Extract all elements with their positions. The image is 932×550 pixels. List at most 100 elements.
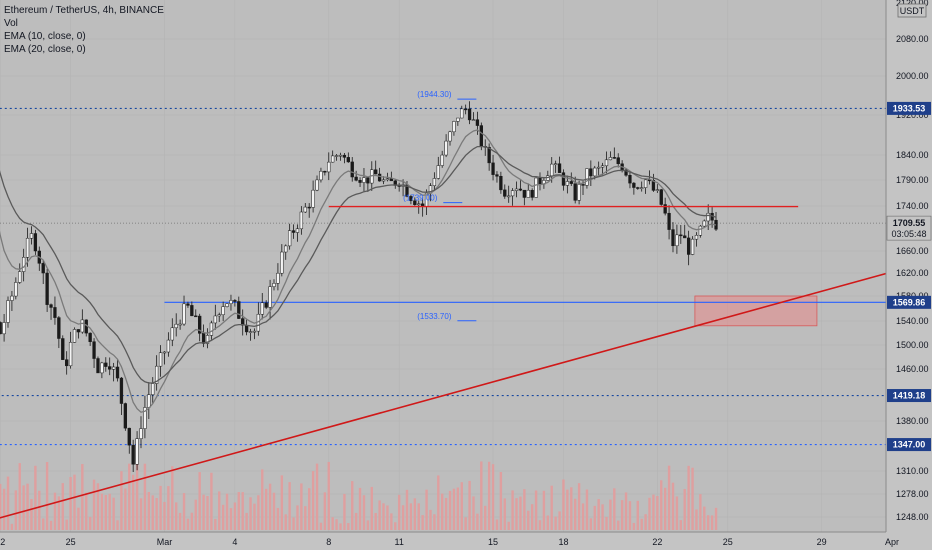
x-tick-label: 11 [394, 537, 403, 547]
volume-bar [538, 520, 542, 530]
volume-bar [617, 520, 620, 530]
volume-bar [683, 488, 686, 530]
ema-lines [0, 129, 717, 413]
legend: Ethereum / TetherUS, 4h, BINANCE Vol EMA… [4, 5, 164, 55]
volume-bar [714, 507, 718, 530]
candle-body [49, 304, 53, 308]
y-tick-label: 1380.00 [896, 416, 929, 426]
volume-bar [413, 498, 417, 530]
candle-body [14, 282, 18, 297]
candle-body [123, 403, 128, 429]
volume-bar [570, 487, 573, 530]
volume-bar [394, 522, 397, 530]
candle-body [53, 307, 57, 318]
y-tick-label: 1248.00 [896, 512, 929, 522]
countdown-label: 03:05:48 [891, 229, 926, 239]
volume-bar [272, 492, 276, 530]
y-tick-label: 1920.00 [896, 110, 929, 120]
candle-body [119, 377, 124, 404]
candle-body [628, 175, 632, 184]
candle-body [518, 188, 523, 191]
volume-bar [519, 496, 522, 530]
volume-bar [710, 515, 714, 530]
candle-body [354, 176, 358, 181]
candle-body [229, 300, 233, 304]
volume-bar [159, 485, 162, 530]
volume-bar [38, 490, 41, 530]
volume-bar [206, 496, 209, 530]
candle-body [694, 234, 699, 240]
candle-body [448, 131, 452, 142]
currency-badge[interactable] [897, 3, 927, 18]
candle-body [276, 272, 280, 284]
candle-body [166, 339, 171, 353]
volume-bar [319, 522, 323, 530]
candle-body [92, 341, 96, 359]
volume-bar [163, 501, 166, 530]
candle-body [280, 251, 284, 274]
candle-body [319, 170, 323, 181]
volume-bar [390, 513, 393, 530]
volume-bar [440, 493, 444, 530]
x-tick-label: Apr [885, 537, 899, 547]
time-axis[interactable] [0, 532, 932, 550]
volume-bar [190, 512, 194, 530]
volume-bar [499, 472, 503, 530]
volume-bar [73, 474, 76, 530]
volume-bar [401, 505, 405, 530]
volume-bar [300, 483, 303, 530]
candle-body [385, 178, 390, 181]
candle-body [248, 331, 253, 333]
candle-body [417, 203, 421, 206]
volume-bar [573, 498, 577, 530]
volume-bar [362, 495, 366, 530]
candle-body [96, 358, 100, 374]
candle-body [440, 154, 444, 166]
volume-bar [687, 465, 690, 530]
y-tick-label: 1540.00 [896, 316, 929, 326]
candle-body [72, 329, 77, 343]
candle-body [698, 225, 703, 236]
candle-body [409, 196, 413, 202]
volume-bar [585, 489, 589, 530]
volume-bar [135, 462, 139, 530]
candle-body [295, 228, 300, 233]
candle-body [643, 179, 648, 188]
candle-body [127, 427, 131, 446]
ema-20-line [0, 145, 717, 384]
volume-bar [112, 497, 115, 530]
volume-bar [511, 490, 514, 530]
candle-body [640, 187, 644, 189]
candle-body [2, 322, 6, 335]
volume-bar [444, 497, 448, 530]
volume-bar [425, 489, 428, 530]
candle-body [198, 315, 202, 334]
candle-body [41, 263, 45, 274]
volume-bar [92, 479, 96, 530]
x-tick-label: 22 [0, 537, 5, 547]
candle-body [174, 323, 178, 329]
volume-bar [663, 487, 667, 530]
volume-bar [182, 493, 186, 530]
volume-bar [679, 520, 683, 530]
volume-bar [331, 517, 334, 530]
volume-bar [660, 480, 663, 530]
price-tag-bg [887, 101, 931, 115]
volume-bar [100, 493, 104, 530]
volume-bar [581, 503, 585, 530]
candle-body [22, 257, 26, 272]
volume-bar [116, 520, 119, 530]
volume-bar [30, 499, 33, 530]
y-tick-label: 1620.00 [896, 268, 929, 278]
volume-bar [593, 505, 596, 530]
price-axis[interactable] [886, 0, 932, 550]
volume-bar [671, 482, 675, 530]
candle-body [268, 286, 272, 308]
volume-bar [644, 514, 647, 530]
horizontal-levels[interactable] [0, 107, 886, 446]
volume-bar [49, 520, 53, 530]
volume-bar [128, 463, 131, 530]
candle-body [491, 162, 495, 175]
volume-bar [460, 482, 463, 530]
